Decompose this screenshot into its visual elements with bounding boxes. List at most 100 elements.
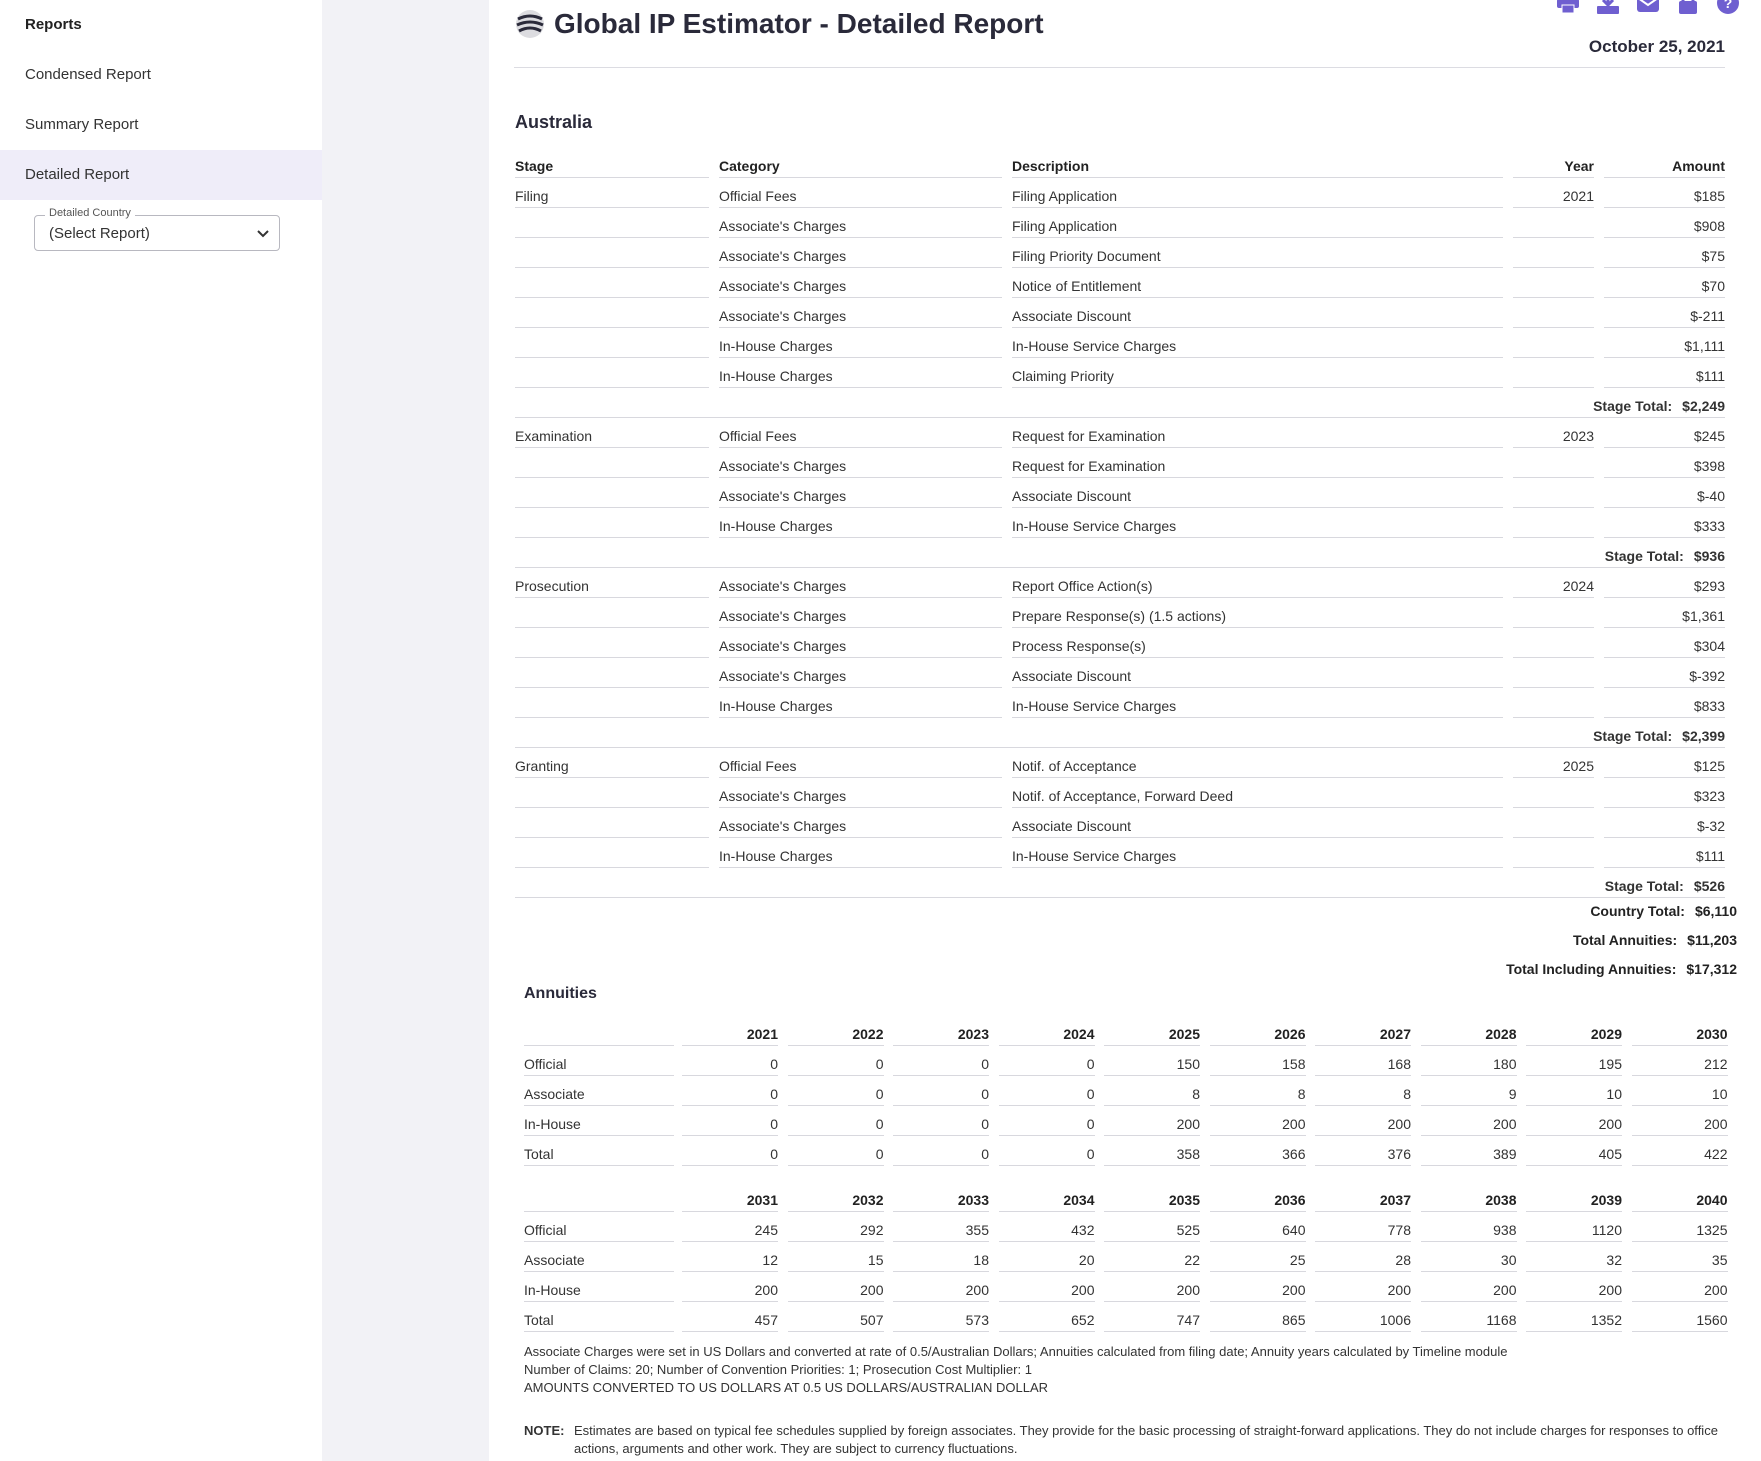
table-row: Associate's Charges Associate Discount $-4… [515, 485, 1725, 515]
annuity-value: 747 [1104, 1309, 1200, 1332]
year-cell [1513, 665, 1594, 688]
annuity-value: 200 [1526, 1113, 1622, 1136]
sidebar-item-condensed-report[interactable]: Condensed Report [25, 66, 151, 83]
description-cell: Notice of Entitlement [1012, 275, 1503, 298]
amount-cell: $833 [1604, 695, 1725, 718]
stage-cell [515, 605, 709, 628]
annuity-value: 652 [998, 1309, 1095, 1332]
annuity-value: 150 [1104, 1053, 1200, 1076]
annuity-year: 2036 [1209, 1189, 1306, 1212]
annuity-value: 200 [1104, 1279, 1200, 1302]
header-divider [514, 67, 1725, 68]
globe-logo-icon [516, 10, 544, 38]
stage-cell [515, 365, 709, 388]
stage-cell: Prosecution [515, 575, 709, 598]
annuity-value: 0 [893, 1053, 989, 1076]
annuity-year: 2034 [998, 1189, 1095, 1212]
annuity-year: 2038 [1420, 1189, 1517, 1212]
amount-cell: $111 [1604, 365, 1725, 388]
total-line: Total Annuities: $11,203 [1506, 926, 1737, 955]
annuity-year: 2024 [998, 1023, 1095, 1046]
sidebar-item-detailed-report[interactable]: Detailed Report [0, 150, 322, 200]
stage-total-row: Stage Total: $936 [515, 545, 1725, 575]
annuity-value: 15 [787, 1249, 884, 1272]
note-line: Associate Charges were set in US Dollars… [524, 1344, 1508, 1359]
lock-icon[interactable] [1675, 0, 1701, 14]
category-cell: Associate's Charges [719, 215, 1002, 238]
amount-cell: $70 [1604, 275, 1725, 298]
year-cell: 2024 [1513, 575, 1594, 598]
annuity-value: 0 [998, 1143, 1095, 1166]
page-title: Global IP Estimator - Detailed Report [554, 8, 1044, 39]
disclaimer-note: NOTE: Estimates are based on typical fee… [524, 1422, 1734, 1458]
description-cell: Prepare Response(s) (1.5 actions) [1012, 605, 1503, 628]
table-row: Prosecution Associate's Charges Report Off… [515, 575, 1725, 605]
stage-cell: Granting [515, 755, 709, 778]
total-value: $11,203 [1687, 932, 1737, 948]
sidebar-heading-reports: Reports [25, 16, 82, 33]
total-label: Total Including Annuities: [1506, 961, 1677, 977]
stage-cell [515, 245, 709, 268]
annuity-value: 507 [787, 1309, 884, 1332]
description-cell: In-House Service Charges [1012, 515, 1503, 538]
category-cell: Associate's Charges [719, 635, 1002, 658]
report-notes: Associate Charges were set in US Dollars… [524, 1343, 1507, 1397]
table-row: Filing Official Fees Filing Application 202… [515, 185, 1725, 215]
year-cell [1513, 215, 1594, 238]
category-cell: In-House Charges [719, 695, 1002, 718]
email-icon[interactable] [1635, 0, 1661, 14]
stage-total: Stage Total: $936 [515, 545, 1725, 568]
category-cell: Associate's Charges [719, 275, 1002, 298]
annuity-value: 292 [787, 1219, 884, 1242]
amount-cell: $333 [1604, 515, 1725, 538]
annuity-value: 1560 [1631, 1309, 1728, 1332]
annuity-header-blank [524, 1023, 674, 1046]
download-icon[interactable] [1595, 0, 1621, 14]
sidebar: Reports Condensed Report Summary Report … [0, 0, 322, 1461]
total-label: Total Annuities: [1572, 932, 1678, 948]
year-cell [1513, 845, 1594, 868]
annuity-value: 168 [1315, 1053, 1411, 1076]
stage-cell: Filing [515, 185, 709, 208]
annuity-year: 2037 [1315, 1189, 1411, 1212]
year-cell [1513, 695, 1594, 718]
amount-cell: $304 [1604, 635, 1725, 658]
print-icon[interactable] [1555, 0, 1581, 14]
description-cell: Claiming Priority [1012, 365, 1503, 388]
annuity-value: 389 [1420, 1143, 1517, 1166]
table-row: Associate's Charges Associate Discount $-3… [515, 815, 1725, 845]
annuity-value: 180 [1420, 1053, 1517, 1076]
note-label: NOTE: [524, 1423, 565, 1438]
category-cell: In-House Charges [719, 365, 1002, 388]
annuity-value: 200 [1420, 1113, 1517, 1136]
annuity-year: 2029 [1526, 1023, 1622, 1046]
annuity-value: 0 [998, 1113, 1095, 1136]
annuity-value: 10 [1526, 1083, 1622, 1106]
category-cell: Associate's Charges [719, 575, 1002, 598]
annuity-header-row: 2031 2032 2033 2034 2035 2036 2037 2038 2039 2040 [524, 1189, 1729, 1219]
category-cell: Official Fees [719, 425, 1002, 448]
description-cell: Request for Examination [1012, 425, 1503, 448]
help-icon[interactable]: ? [1715, 0, 1741, 14]
annuity-year: 2035 [1104, 1189, 1200, 1212]
annuity-value: 200 [1315, 1279, 1411, 1302]
table-row: Associate's Charges Prepare Response(s) (… [515, 605, 1725, 635]
note-text: Estimates are based on typical fee sched… [574, 1423, 1718, 1456]
description-cell: Associate Discount [1012, 815, 1503, 838]
annuity-value: 200 [1420, 1279, 1517, 1302]
annuity-value: 8 [1104, 1083, 1200, 1106]
annuity-value: 432 [998, 1219, 1095, 1242]
category-cell: Official Fees [719, 185, 1002, 208]
description-cell: Filing Priority Document [1012, 245, 1503, 268]
sidebar-item-summary-report[interactable]: Summary Report [25, 116, 139, 133]
amount-cell: $398 [1604, 455, 1725, 478]
column-header-category: Category [719, 155, 1002, 178]
total-line: Country Total: $6,110 [1506, 897, 1737, 926]
table-row: Examination Official Fees Request for Exam… [515, 425, 1725, 455]
detailed-country-select[interactable]: Detailed Country (Select Report) [34, 207, 280, 251]
annuity-value: 376 [1315, 1143, 1411, 1166]
annuity-value: 30 [1420, 1249, 1517, 1272]
annuity-value: 200 [1315, 1113, 1411, 1136]
annuity-value: 200 [998, 1279, 1095, 1302]
annuity-year: 2021 [682, 1023, 778, 1046]
